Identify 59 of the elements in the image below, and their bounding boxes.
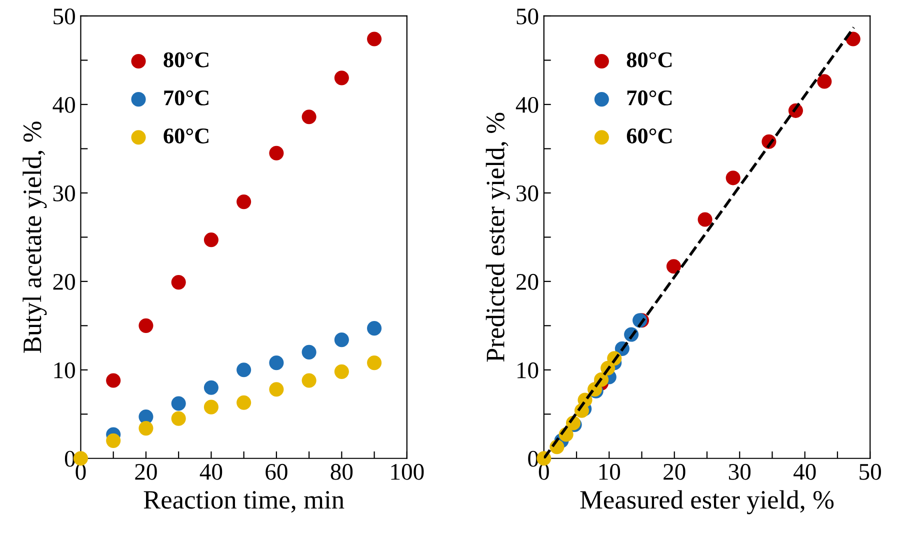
point [204, 232, 218, 248]
x-tick-label: 40 [794, 464, 816, 480]
point [817, 74, 832, 89]
point [269, 356, 284, 370]
point [269, 382, 284, 397]
y-tick-label: 40 [516, 96, 538, 113]
point [138, 421, 154, 436]
point [726, 170, 740, 186]
legend-label: 80°C [164, 52, 208, 68]
point [204, 400, 218, 414]
point [334, 364, 349, 379]
x-tick-label: 20 [135, 464, 157, 480]
point [269, 146, 284, 160]
point [171, 275, 186, 290]
y-tick-label: 50 [516, 8, 538, 24]
x-axis-title: Reaction time, min [144, 491, 344, 513]
y-tick-label: 50 [54, 8, 75, 24]
y-axis-title: Butyl acetate yield, % [22, 122, 47, 353]
legend-label: 60°C [164, 128, 208, 144]
legend-label: 80°C [626, 52, 672, 68]
point [698, 212, 712, 227]
x-tick-label: 100 [391, 464, 424, 480]
point [302, 344, 316, 360]
point [302, 373, 316, 388]
y-axis-title: Predicted ester yield, % [486, 112, 510, 362]
point [334, 70, 349, 86]
legend-label: 70°C [164, 90, 208, 106]
point [171, 396, 186, 411]
x-axis-title: Measured ester yield, % [580, 490, 834, 514]
legend-label: 60°C [626, 128, 672, 144]
point [367, 356, 382, 370]
point [106, 433, 121, 448]
y-tick-label: 30 [516, 185, 538, 202]
x-tick-label: 60 [266, 464, 288, 480]
point [334, 332, 349, 348]
point [666, 259, 682, 274]
point [367, 321, 382, 336]
point [171, 411, 186, 426]
point [204, 380, 218, 395]
x-tick-label: 50 [860, 464, 881, 480]
y-tick-label: 10 [54, 362, 75, 378]
point [138, 318, 154, 333]
y-tick-label: 20 [53, 274, 75, 290]
legend-label: 70°C [627, 90, 672, 106]
point [367, 32, 382, 46]
point [302, 110, 316, 124]
x-tick-label: 30 [728, 464, 751, 480]
x-tick-label: 20 [664, 464, 686, 480]
point [236, 395, 252, 410]
point [236, 362, 252, 378]
y-tick-label: 40 [52, 96, 75, 113]
x-tick-label: 10 [599, 464, 620, 480]
y-tick-label: 10 [518, 362, 538, 378]
y-tick-label: 20 [516, 274, 538, 290]
point [106, 373, 121, 388]
x-tick-label: 40 [200, 464, 222, 480]
point [236, 194, 252, 210]
y-tick-label: 30 [53, 185, 75, 202]
x-tick-label: 80 [330, 464, 353, 480]
